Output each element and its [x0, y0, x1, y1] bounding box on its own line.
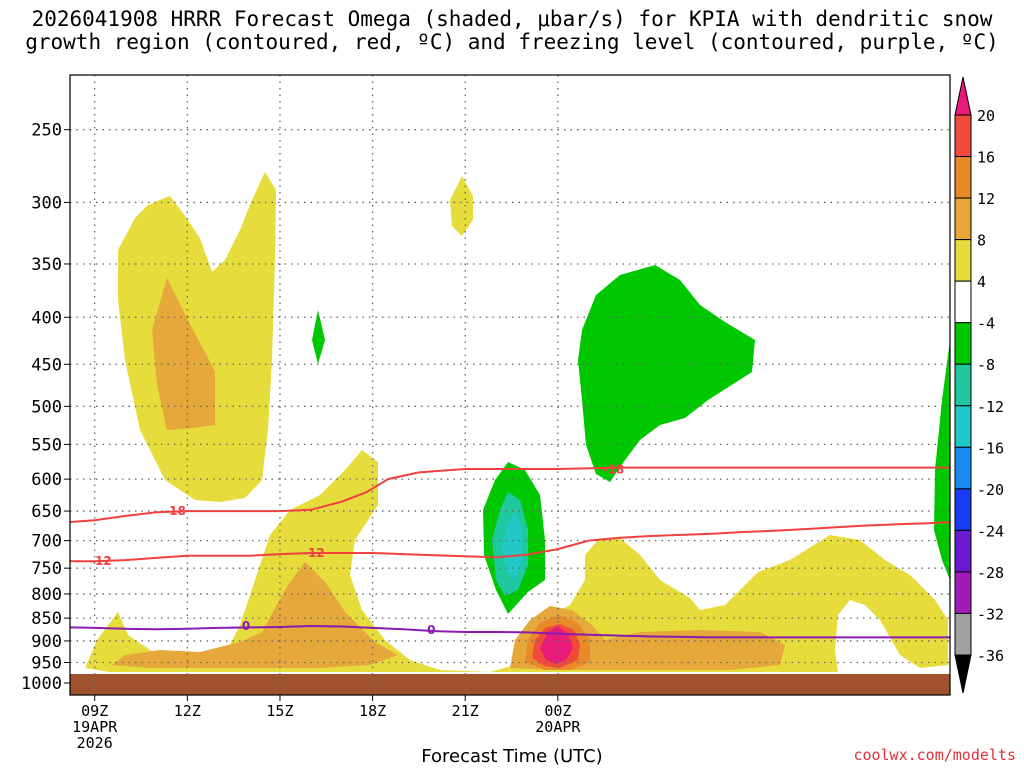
colorbar-label: -4	[977, 315, 995, 333]
axes	[69, 74, 951, 696]
omega-region-neg-upper	[578, 265, 755, 482]
x-tick-label: 00Z	[544, 702, 571, 720]
chart-title-line2: growth region (contoured, red, ºC) and f…	[25, 30, 999, 54]
y-axis: 250 300 350 400 450 500 550 600 650 700 750 800 850 9…	[21, 121, 70, 694]
colorbar-label: 20	[977, 107, 995, 125]
y-tick-label: 400	[31, 308, 62, 328]
y-tick-label: 300	[31, 193, 62, 213]
y-tick-label: 900	[31, 632, 62, 652]
colorbar-bin	[954, 156, 972, 199]
colorbar-top-arrow	[954, 76, 972, 116]
colorbar-label: 12	[977, 190, 995, 208]
colorbar-bin	[954, 612, 972, 656]
colorbar-bin	[954, 239, 972, 282]
y-tick-label: 550	[31, 435, 62, 455]
y-tick-label: 750	[31, 559, 62, 579]
colorbar-label: -32	[977, 605, 1004, 623]
y-tick-label: 1000	[21, 674, 62, 694]
y-tick-label: 350	[31, 255, 62, 275]
omega-region-neg-mid-cyan	[502, 512, 522, 580]
colorbar-label: -24	[977, 522, 1004, 540]
x-tick-label: 19APR	[72, 718, 118, 736]
y-tick-label: 850	[31, 609, 62, 629]
y-tick-label: 650	[31, 502, 62, 522]
colorbar-label: -16	[977, 439, 1004, 457]
x-tick-label: 21Z	[452, 702, 479, 720]
colorbar-label: -12	[977, 398, 1004, 416]
omega-region-neg-small	[312, 310, 325, 364]
x-tick-label: 12Z	[174, 702, 201, 720]
omega-region-core-magenta	[540, 626, 573, 664]
colorbar-label: -28	[977, 564, 1004, 582]
contour-label: -12	[90, 554, 112, 568]
colorbar-label: -8	[977, 356, 995, 374]
omega-region-neg-right-edge	[934, 340, 950, 580]
plot-frame	[69, 74, 951, 696]
y-tick-label: 700	[31, 532, 62, 552]
chart-title-line1: 2026041908 HRRR Forecast Omega (shaded, …	[31, 7, 993, 31]
ground-band	[70, 674, 950, 695]
omega-region-lower-orange-left	[112, 562, 398, 668]
contour-label: -12	[303, 546, 325, 560]
y-tick-label: 600	[31, 470, 62, 490]
colorbar-label: -36	[977, 647, 1004, 665]
colorbar-bin	[954, 488, 972, 531]
contour-dendritic-minus12	[70, 521, 951, 563]
x-tick-label: 18Z	[359, 702, 386, 720]
omega-region-small-yellow	[450, 176, 473, 236]
x-tick-label: 15Z	[266, 702, 293, 720]
x-tick-label: 20APR	[535, 718, 581, 736]
colorbar-label: 16	[977, 149, 995, 167]
x-axis-title: Forecast Time (UTC)	[421, 746, 603, 767]
colorbar-bin	[954, 405, 972, 448]
chart-title: 2026041908 HRRR Forecast Omega (shaded, …	[0, 8, 1024, 54]
contour-label: 0	[242, 619, 250, 633]
x-tick-label: 2026	[77, 734, 113, 752]
contour-label: 0	[427, 623, 435, 637]
colorbar-bin	[954, 529, 972, 573]
x-tick-label: 09Z	[81, 702, 108, 720]
colorbar-label: -20	[977, 481, 1004, 499]
omega-region-upper-yellow	[118, 172, 276, 502]
contour-dendritic-minus18	[69, 466, 950, 523]
colorbar-bin	[954, 280, 972, 324]
omega-shading	[70, 172, 950, 695]
contour-lines: -18 -18 -12 -12 0 0	[69, 463, 951, 639]
y-tick-label: 800	[31, 585, 62, 605]
y-tick-label: 500	[31, 397, 62, 417]
colorbar-bin	[954, 446, 972, 490]
y-tick-label: 950	[31, 654, 62, 674]
colorbar: 20 16 12 8 4 -4 -8 -12 -16 -20 -24 -28 -32 -36	[954, 76, 1004, 694]
y-tick-label: 450	[31, 355, 62, 375]
credit-link[interactable]: coolwx.com/modelts	[853, 746, 1016, 764]
contour-label: -18	[603, 463, 625, 477]
contour-freezing-level-0	[69, 624, 950, 639]
colorbar-label: 4	[977, 273, 986, 291]
colorbar-bottom-arrow	[954, 654, 972, 694]
colorbar-bin	[954, 322, 972, 365]
colorbar-bin	[954, 571, 972, 614]
colorbar-bin	[954, 197, 972, 241]
contour-label: -18	[164, 504, 186, 518]
colorbar-label: 8	[977, 232, 986, 250]
colorbar-bin	[954, 363, 972, 407]
omega-region-upper-orange	[152, 278, 215, 430]
colorbar-bin	[954, 114, 972, 158]
y-tick-label: 250	[31, 121, 62, 141]
